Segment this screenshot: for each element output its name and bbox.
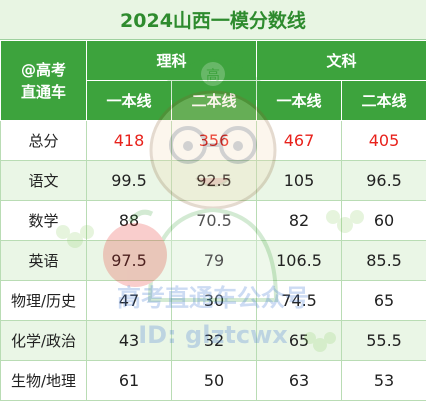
table-row: 生物/地理 61 50 63 53 — [0, 360, 426, 401]
score-cell: 92.5 — [170, 160, 258, 201]
table-row: 语文 99.5 92.5 105 96.5 — [0, 160, 426, 201]
liberal-tier2-header: 二本线 — [341, 80, 426, 121]
science-header: 理科 — [85, 40, 258, 81]
subject-cell: 化学/政治 — [0, 320, 87, 361]
score-cell: 65 — [341, 280, 426, 321]
score-cell: 47 — [86, 280, 172, 321]
subject-cell: 生物/地理 — [0, 360, 87, 401]
score-cell: 43 — [86, 320, 172, 361]
score-cell: 53 — [341, 360, 426, 401]
score-cell: 106.5 — [256, 240, 343, 281]
score-cell: 99.5 — [86, 160, 172, 201]
liberal-header: 文科 — [256, 40, 426, 81]
table-row: 数学 88 70.5 82 60 — [0, 200, 426, 241]
score-cell: 30 — [170, 280, 258, 321]
subject-cell: 英语 — [0, 240, 87, 281]
science-tier2-header: 二本线 — [170, 80, 258, 121]
score-cell: 105 — [256, 160, 343, 201]
subject-cell: 数学 — [0, 200, 87, 241]
table-row: 物理/历史 47 30 74.5 65 — [0, 280, 426, 321]
corner-line2: 直通车 — [20, 82, 66, 101]
score-cell: 50 — [170, 360, 258, 401]
score-cell: 32 — [170, 320, 258, 361]
corner-header: @高考 直通车 — [0, 40, 87, 121]
score-cell: 405 — [341, 120, 426, 161]
score-cell: 418 — [86, 120, 172, 161]
corner-line1: @高考 — [20, 60, 66, 79]
score-table: @高考 直通车 理科 文科 一本线 二本线 一本线 二本线 总分 418 356… — [0, 40, 426, 401]
subject-cell: 总分 — [0, 120, 87, 161]
score-cell: 55.5 — [341, 320, 426, 361]
score-cell: 97.5 — [86, 240, 172, 281]
science-tier1-header: 一本线 — [86, 80, 172, 121]
score-cell: 60 — [341, 200, 426, 241]
score-cell: 356 — [170, 120, 258, 161]
table-row: 英语 97.5 79 106.5 85.5 — [0, 240, 426, 281]
score-cell: 82 — [256, 200, 343, 241]
liberal-tier1-header: 一本线 — [256, 80, 343, 121]
score-cell: 65 — [256, 320, 343, 361]
score-cell: 96.5 — [341, 160, 426, 201]
subject-cell: 语文 — [0, 160, 87, 201]
score-cell: 467 — [256, 120, 343, 161]
table-row: 总分 418 356 467 405 — [0, 120, 426, 161]
score-cell: 61 — [86, 360, 172, 401]
table-row: 化学/政治 43 32 65 55.5 — [0, 320, 426, 361]
score-cell: 79 — [170, 240, 258, 281]
score-cell: 85.5 — [341, 240, 426, 281]
subject-cell: 物理/历史 — [0, 280, 87, 321]
score-cell: 63 — [256, 360, 343, 401]
score-cell: 70.5 — [170, 200, 258, 241]
score-cell: 88 — [86, 200, 172, 241]
page-title: 2024山西一模分数线 — [0, 0, 426, 40]
score-cell: 74.5 — [256, 280, 343, 321]
